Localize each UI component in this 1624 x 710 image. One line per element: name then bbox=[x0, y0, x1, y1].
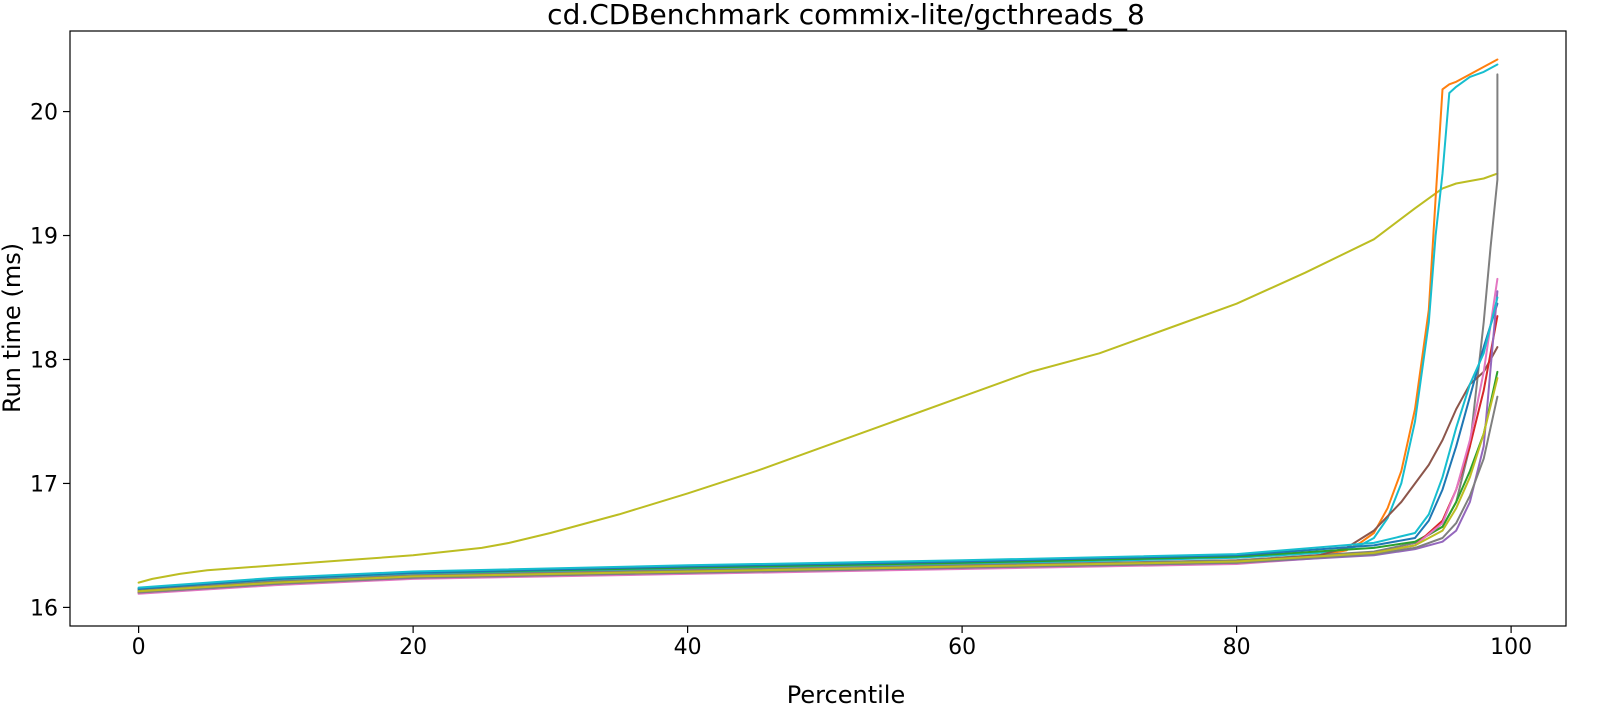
y-tick-label: 16 bbox=[30, 596, 58, 621]
x-axis: 0 20 40 60 80 100 bbox=[132, 626, 1532, 660]
y-tick-label: 17 bbox=[30, 472, 58, 497]
series-line-4 bbox=[137, 73, 1499, 592]
y-axis-label: Run time (ms) bbox=[0, 243, 26, 413]
series-line-12 bbox=[137, 395, 1499, 594]
series-line-1 bbox=[137, 172, 1499, 584]
series-line-2 bbox=[137, 58, 1499, 594]
x-tick-label: 40 bbox=[674, 635, 702, 660]
series-line-10 bbox=[137, 290, 1499, 594]
y-tick-label: 18 bbox=[30, 348, 58, 373]
series-line-7 bbox=[137, 302, 1499, 590]
series-line-13 bbox=[137, 377, 1499, 593]
y-tick-label: 19 bbox=[30, 225, 58, 250]
series-layer bbox=[137, 58, 1499, 595]
x-tick-label: 60 bbox=[948, 635, 976, 660]
x-tick-label: 20 bbox=[399, 635, 427, 660]
plot-frame bbox=[69, 30, 1567, 627]
y-axis: 16 17 18 19 20 bbox=[30, 101, 70, 621]
y-tick-label: 20 bbox=[30, 101, 58, 126]
series-line-9 bbox=[137, 277, 1499, 595]
chart-title: cd.CDBenchmark commix-lite/gcthreads_8 bbox=[547, 0, 1145, 31]
series-line-11 bbox=[137, 296, 1499, 589]
x-tick-label: 80 bbox=[1223, 635, 1251, 660]
x-tick-label: 100 bbox=[1490, 635, 1532, 660]
x-tick-label: 0 bbox=[132, 635, 146, 660]
series-line-3 bbox=[137, 63, 1499, 592]
x-axis-label: Percentile bbox=[787, 681, 905, 709]
